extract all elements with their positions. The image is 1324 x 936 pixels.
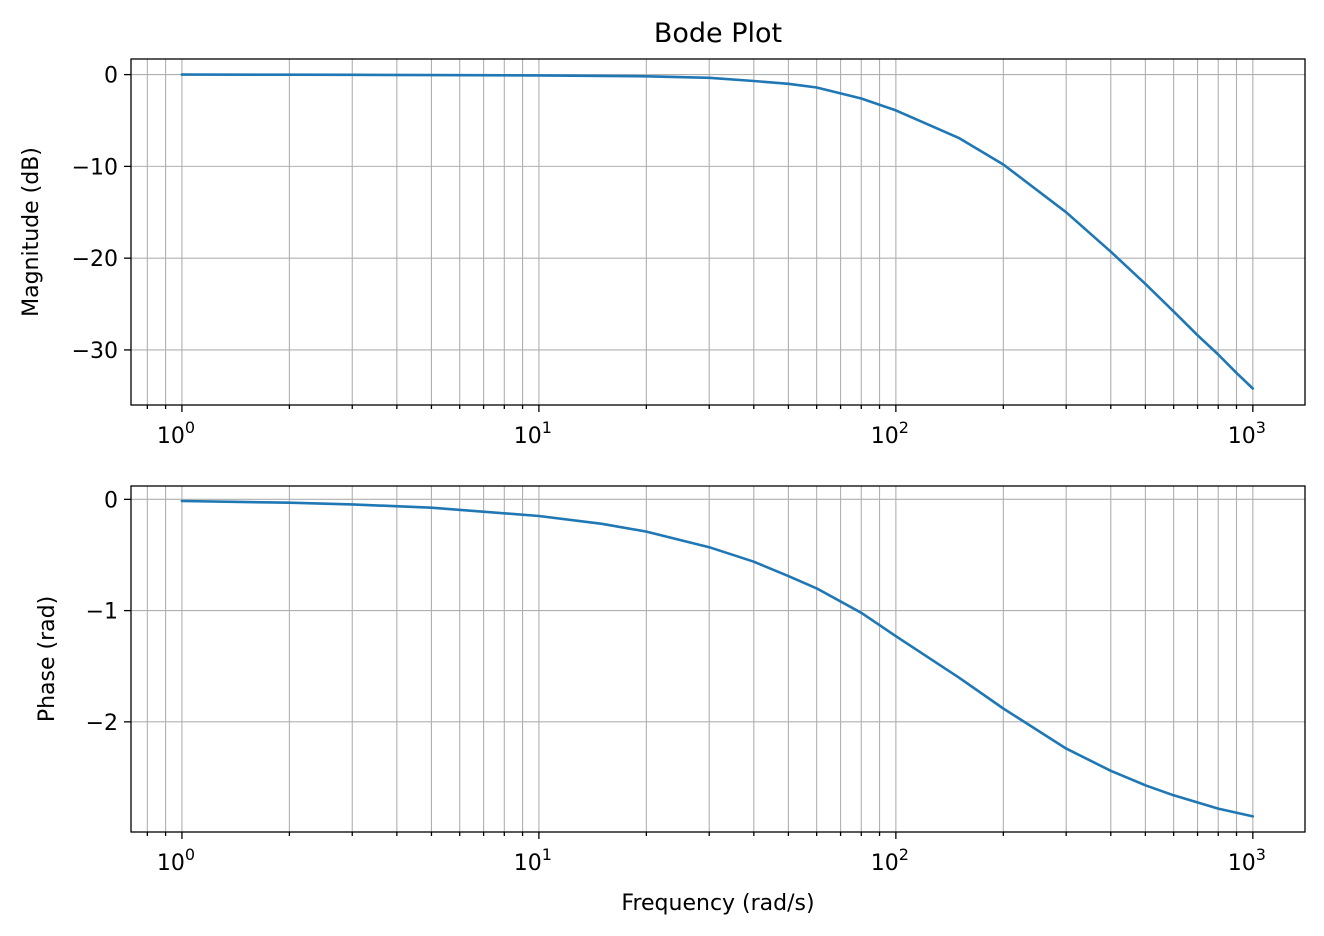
phase-y-axis-label: Phase (rad) bbox=[35, 596, 60, 722]
magnitude-x-tick-label: 102 bbox=[871, 418, 909, 449]
phase-series-line bbox=[180, 499, 1255, 818]
magnitude-axes-frame bbox=[130, 58, 1306, 406]
magnitude-series bbox=[180, 73, 1255, 390]
magnitude-series-line bbox=[180, 73, 1255, 390]
magnitude-y-tick-label: −10 bbox=[72, 155, 118, 180]
phase-series bbox=[180, 499, 1255, 818]
phase-y-tick-label: 0 bbox=[104, 488, 118, 513]
magnitude-y-tick-label: −30 bbox=[72, 339, 118, 364]
x-axis-label: Frequency (rad/s) bbox=[621, 891, 814, 916]
magnitude-y-axis-label: Magnitude (dB) bbox=[19, 147, 44, 317]
phase-y-tick-label: −2 bbox=[86, 711, 118, 736]
phase-x-tick-label: 100 bbox=[157, 845, 195, 876]
phase-y-tick-label: −1 bbox=[86, 600, 118, 625]
magnitude-y-tick-label: 0 bbox=[104, 64, 118, 89]
phase-axes-frame bbox=[130, 485, 1306, 833]
magnitude-y-tick-label: −20 bbox=[72, 247, 118, 272]
chart-title: Bode Plot bbox=[654, 18, 782, 49]
phase-grid bbox=[131, 486, 1305, 832]
